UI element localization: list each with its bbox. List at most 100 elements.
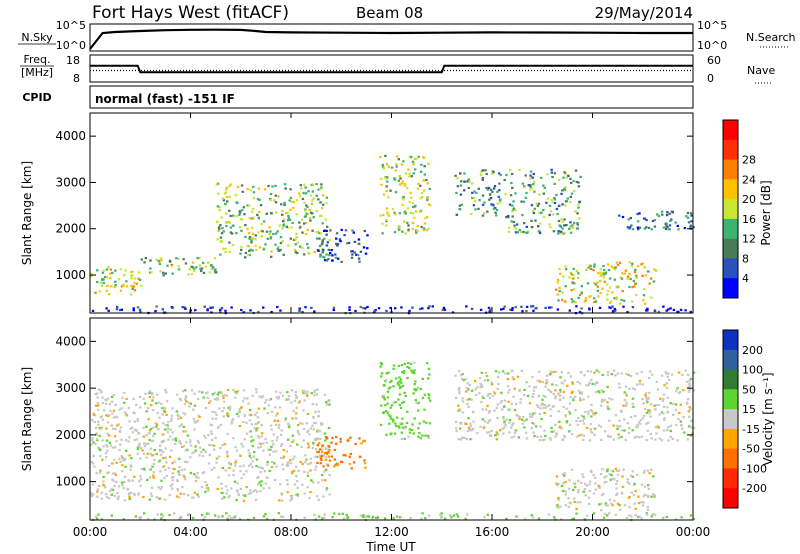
echo-cell — [572, 267, 575, 270]
echo-cell — [675, 387, 679, 390]
nave-label: Nave — [747, 64, 775, 77]
echo-cell — [670, 218, 673, 221]
echo-cell — [240, 229, 243, 232]
echo-cell — [557, 496, 560, 500]
echo-cell — [359, 514, 362, 517]
echo-cell — [642, 495, 646, 498]
echo-cell — [399, 422, 402, 425]
echo-cell — [198, 454, 201, 457]
echo-cell — [577, 206, 580, 209]
echo-cell — [397, 381, 400, 384]
echo-cell — [96, 269, 99, 272]
echo-cell — [227, 496, 230, 499]
echo-cell — [467, 186, 470, 190]
echo-cell — [459, 438, 463, 441]
echo-cell — [379, 361, 383, 364]
echo-cell — [457, 370, 461, 373]
echo-cell — [515, 515, 518, 518]
echo-cell — [107, 471, 111, 474]
echo-cell — [631, 429, 634, 432]
echo-cell — [141, 449, 144, 452]
echo-cell — [530, 415, 534, 418]
echo-cell — [392, 517, 395, 520]
echo-cell — [181, 306, 184, 309]
echo-cell — [397, 398, 400, 401]
echo-cell — [204, 406, 208, 410]
echo-cell — [313, 390, 316, 394]
echo-cell — [218, 227, 221, 230]
echo-cell — [240, 248, 243, 252]
echo-cell — [313, 513, 316, 516]
echo-cell — [228, 494, 231, 498]
echo-cell — [634, 489, 637, 493]
echo-cell — [330, 441, 333, 444]
echo-cell — [561, 291, 564, 294]
echo-cell — [484, 371, 488, 374]
echo-cell — [427, 436, 430, 440]
echo-cell — [578, 382, 582, 385]
echo-cell — [306, 394, 309, 397]
echo-cell — [323, 259, 327, 262]
echo-cell — [167, 438, 170, 441]
echo-cell — [398, 516, 402, 519]
echo-cell — [276, 230, 279, 233]
echo-cell — [524, 431, 528, 434]
echo-cell — [584, 482, 587, 485]
echo-cell — [257, 187, 261, 190]
echo-cell — [104, 276, 107, 279]
echo-cell — [278, 249, 281, 252]
echo-cell — [649, 403, 653, 406]
echo-cell — [233, 516, 236, 519]
echo-cell — [210, 444, 213, 447]
echo-cell — [518, 415, 521, 418]
echo-cell — [251, 232, 255, 235]
echo-cell — [105, 495, 109, 498]
echo-cell — [487, 392, 490, 395]
echo-cell — [587, 410, 590, 413]
echo-cell — [458, 390, 461, 393]
echo-cell — [216, 398, 220, 401]
echo-cell — [589, 430, 593, 433]
echo-cell — [259, 204, 263, 207]
echo-cell — [569, 177, 572, 180]
echo-cell — [407, 228, 410, 231]
echo-cell — [671, 373, 674, 376]
echo-cell — [545, 379, 548, 382]
echo-cell — [594, 476, 597, 479]
echo-cell — [677, 371, 681, 374]
echo-cell — [220, 391, 223, 394]
echo-cell — [297, 469, 300, 472]
echo-cell — [532, 211, 536, 215]
echo-cell — [321, 239, 324, 242]
echo-cell — [263, 470, 267, 473]
echo-cell — [593, 282, 596, 285]
echo-cell — [138, 395, 142, 399]
echo-region — [140, 257, 218, 277]
echo-cell — [494, 434, 497, 437]
echo-cell — [376, 516, 380, 519]
echo-cell — [252, 216, 255, 219]
echo-cell — [614, 467, 617, 470]
echo-cell — [541, 381, 544, 384]
echo-cell — [472, 427, 475, 430]
echo-cell — [629, 217, 632, 220]
echo-cell — [262, 220, 266, 223]
echo-cell — [406, 377, 409, 380]
echo-cell — [289, 459, 292, 462]
echo-cell — [466, 382, 469, 385]
echo-cell — [284, 212, 288, 215]
echo-cell — [492, 391, 496, 394]
echo-cell — [461, 411, 465, 414]
echo-cell — [504, 424, 507, 427]
echo-cell — [242, 493, 245, 497]
echo-cell — [509, 194, 513, 197]
echo-cell — [317, 188, 320, 191]
echo-cell — [613, 309, 617, 312]
echo-cell — [604, 271, 607, 274]
echo-cell — [688, 415, 691, 418]
echo-cell — [554, 397, 557, 400]
echo-cell — [96, 401, 100, 405]
echo-cell — [583, 374, 586, 377]
echo-cell — [571, 226, 575, 230]
echo-cell — [386, 180, 389, 183]
